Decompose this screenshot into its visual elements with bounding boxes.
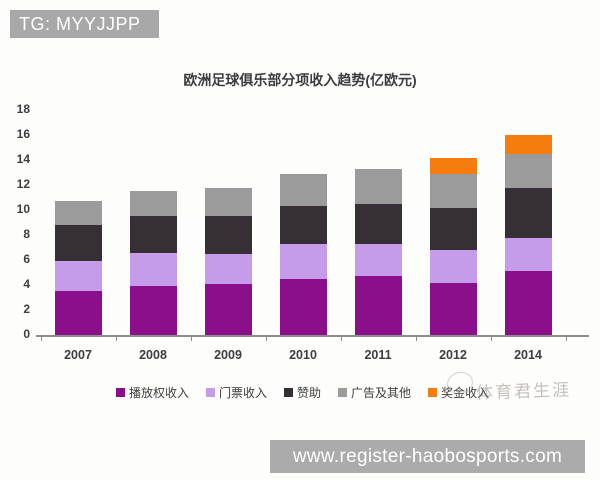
y-tick-label: 0 bbox=[23, 327, 30, 341]
bar-segment-门票收入 bbox=[504, 237, 552, 272]
bar-2014 bbox=[504, 135, 552, 335]
legend-item-门票收入: 门票收入 bbox=[206, 384, 267, 401]
legend-label: 赞助 bbox=[297, 386, 322, 400]
bar-segment-播放权收入 bbox=[354, 276, 402, 335]
bar-2007 bbox=[54, 201, 102, 335]
bar-segment-赞助 bbox=[54, 225, 102, 262]
bar-segment-广告及其他 bbox=[54, 201, 102, 225]
bar-segment-广告及其他 bbox=[504, 153, 552, 188]
bar-segment-赞助 bbox=[429, 207, 477, 250]
site-url-badge: www.register-haobosports.com bbox=[270, 440, 585, 473]
legend-label: 播放权收入 bbox=[129, 386, 190, 400]
bar-segment-广告及其他 bbox=[429, 173, 477, 208]
bar-2008 bbox=[129, 191, 177, 335]
legend-item-奖金收入: 奖金收入 bbox=[428, 384, 489, 401]
y-tick-label: 12 bbox=[16, 177, 30, 191]
x-axis-tick bbox=[490, 337, 492, 341]
y-tick-label: 6 bbox=[23, 252, 30, 266]
bar-segment-播放权收入 bbox=[279, 278, 327, 335]
bar-2011 bbox=[354, 168, 402, 335]
bar-segment-门票收入 bbox=[279, 243, 327, 279]
plot-area bbox=[36, 110, 589, 341]
legend-item-广告及其他: 广告及其他 bbox=[338, 384, 411, 401]
x-tick-label-2007: 2007 bbox=[64, 348, 92, 362]
chart-title: 欧洲足球俱乐部分项收入趋势(亿欧元) bbox=[183, 72, 417, 88]
y-tick-label: 16 bbox=[16, 127, 30, 141]
legend-label: 广告及其他 bbox=[351, 386, 412, 400]
legend-swatch-icon bbox=[206, 388, 216, 397]
bar-segment-门票收入 bbox=[204, 253, 252, 284]
bar-2012 bbox=[429, 157, 477, 335]
bar-segment-播放权收入 bbox=[129, 286, 177, 335]
bar-segment-门票收入 bbox=[354, 243, 402, 277]
y-tick-label: 18 bbox=[16, 102, 30, 116]
bar-segment-播放权收入 bbox=[204, 283, 252, 335]
x-tick-label-2009: 2009 bbox=[214, 348, 242, 362]
bar-segment-赞助 bbox=[129, 216, 177, 253]
y-tick-label: 8 bbox=[23, 227, 30, 241]
legend-swatch-icon bbox=[284, 388, 294, 397]
y-tick-label: 10 bbox=[16, 202, 30, 216]
x-tick-label-2014: 2014 bbox=[514, 348, 542, 362]
legend-item-赞助: 赞助 bbox=[284, 384, 321, 401]
legend-swatch-icon bbox=[428, 388, 438, 397]
y-tick-label: 14 bbox=[16, 152, 30, 166]
bar-segment-奖金收入 bbox=[429, 157, 477, 174]
x-axis-tick bbox=[115, 337, 117, 341]
bar-segment-播放权收入 bbox=[504, 271, 552, 335]
bar-segment-广告及其他 bbox=[204, 187, 252, 217]
telegram-contact-badge: TG: MYYJJPP bbox=[10, 10, 159, 38]
legend: 播放权收入 门票收入 赞助 广告及其他 奖金收入 bbox=[116, 384, 489, 401]
x-axis-tick bbox=[190, 337, 192, 341]
bar-segment-门票收入 bbox=[129, 252, 177, 287]
legend-item-播放权收入: 播放权收入 bbox=[116, 384, 189, 401]
x-axis-tick bbox=[40, 337, 42, 341]
x-axis-tick bbox=[565, 337, 567, 341]
legend-swatch-icon bbox=[116, 388, 125, 397]
legend-label: 门票收入 bbox=[219, 386, 268, 400]
bar-2010 bbox=[279, 173, 327, 335]
legend-swatch-icon bbox=[338, 388, 348, 397]
bar-segment-广告及其他 bbox=[129, 191, 177, 217]
legend-label: 奖金收入 bbox=[441, 386, 490, 400]
bar-2009 bbox=[204, 187, 252, 335]
bar-segment-赞助 bbox=[279, 206, 327, 244]
bar-segment-赞助 bbox=[504, 187, 552, 238]
bar-segment-门票收入 bbox=[54, 261, 102, 292]
y-tick-label: 2 bbox=[23, 302, 30, 316]
y-tick-label: 4 bbox=[23, 277, 30, 291]
x-tick-label-2012: 2012 bbox=[439, 348, 467, 362]
bar-segment-广告及其他 bbox=[279, 173, 327, 207]
bar-segment-赞助 bbox=[204, 216, 252, 254]
watermark-text: 体育君生涯 bbox=[475, 380, 572, 403]
x-tick-label-2010: 2010 bbox=[289, 348, 317, 362]
x-axis-tick bbox=[265, 337, 267, 341]
bar-segment-赞助 bbox=[354, 203, 402, 244]
bar-segment-门票收入 bbox=[429, 250, 477, 283]
x-axis-tick bbox=[340, 337, 342, 341]
bar-segment-播放权收入 bbox=[429, 282, 477, 335]
x-tick-label-2011: 2011 bbox=[364, 348, 392, 362]
bar-segment-广告及其他 bbox=[354, 168, 402, 204]
bar-segment-奖金收入 bbox=[504, 135, 552, 154]
bar-segment-播放权收入 bbox=[54, 291, 102, 335]
x-axis-tick bbox=[415, 337, 417, 341]
x-tick-label-2008: 2008 bbox=[139, 348, 167, 362]
